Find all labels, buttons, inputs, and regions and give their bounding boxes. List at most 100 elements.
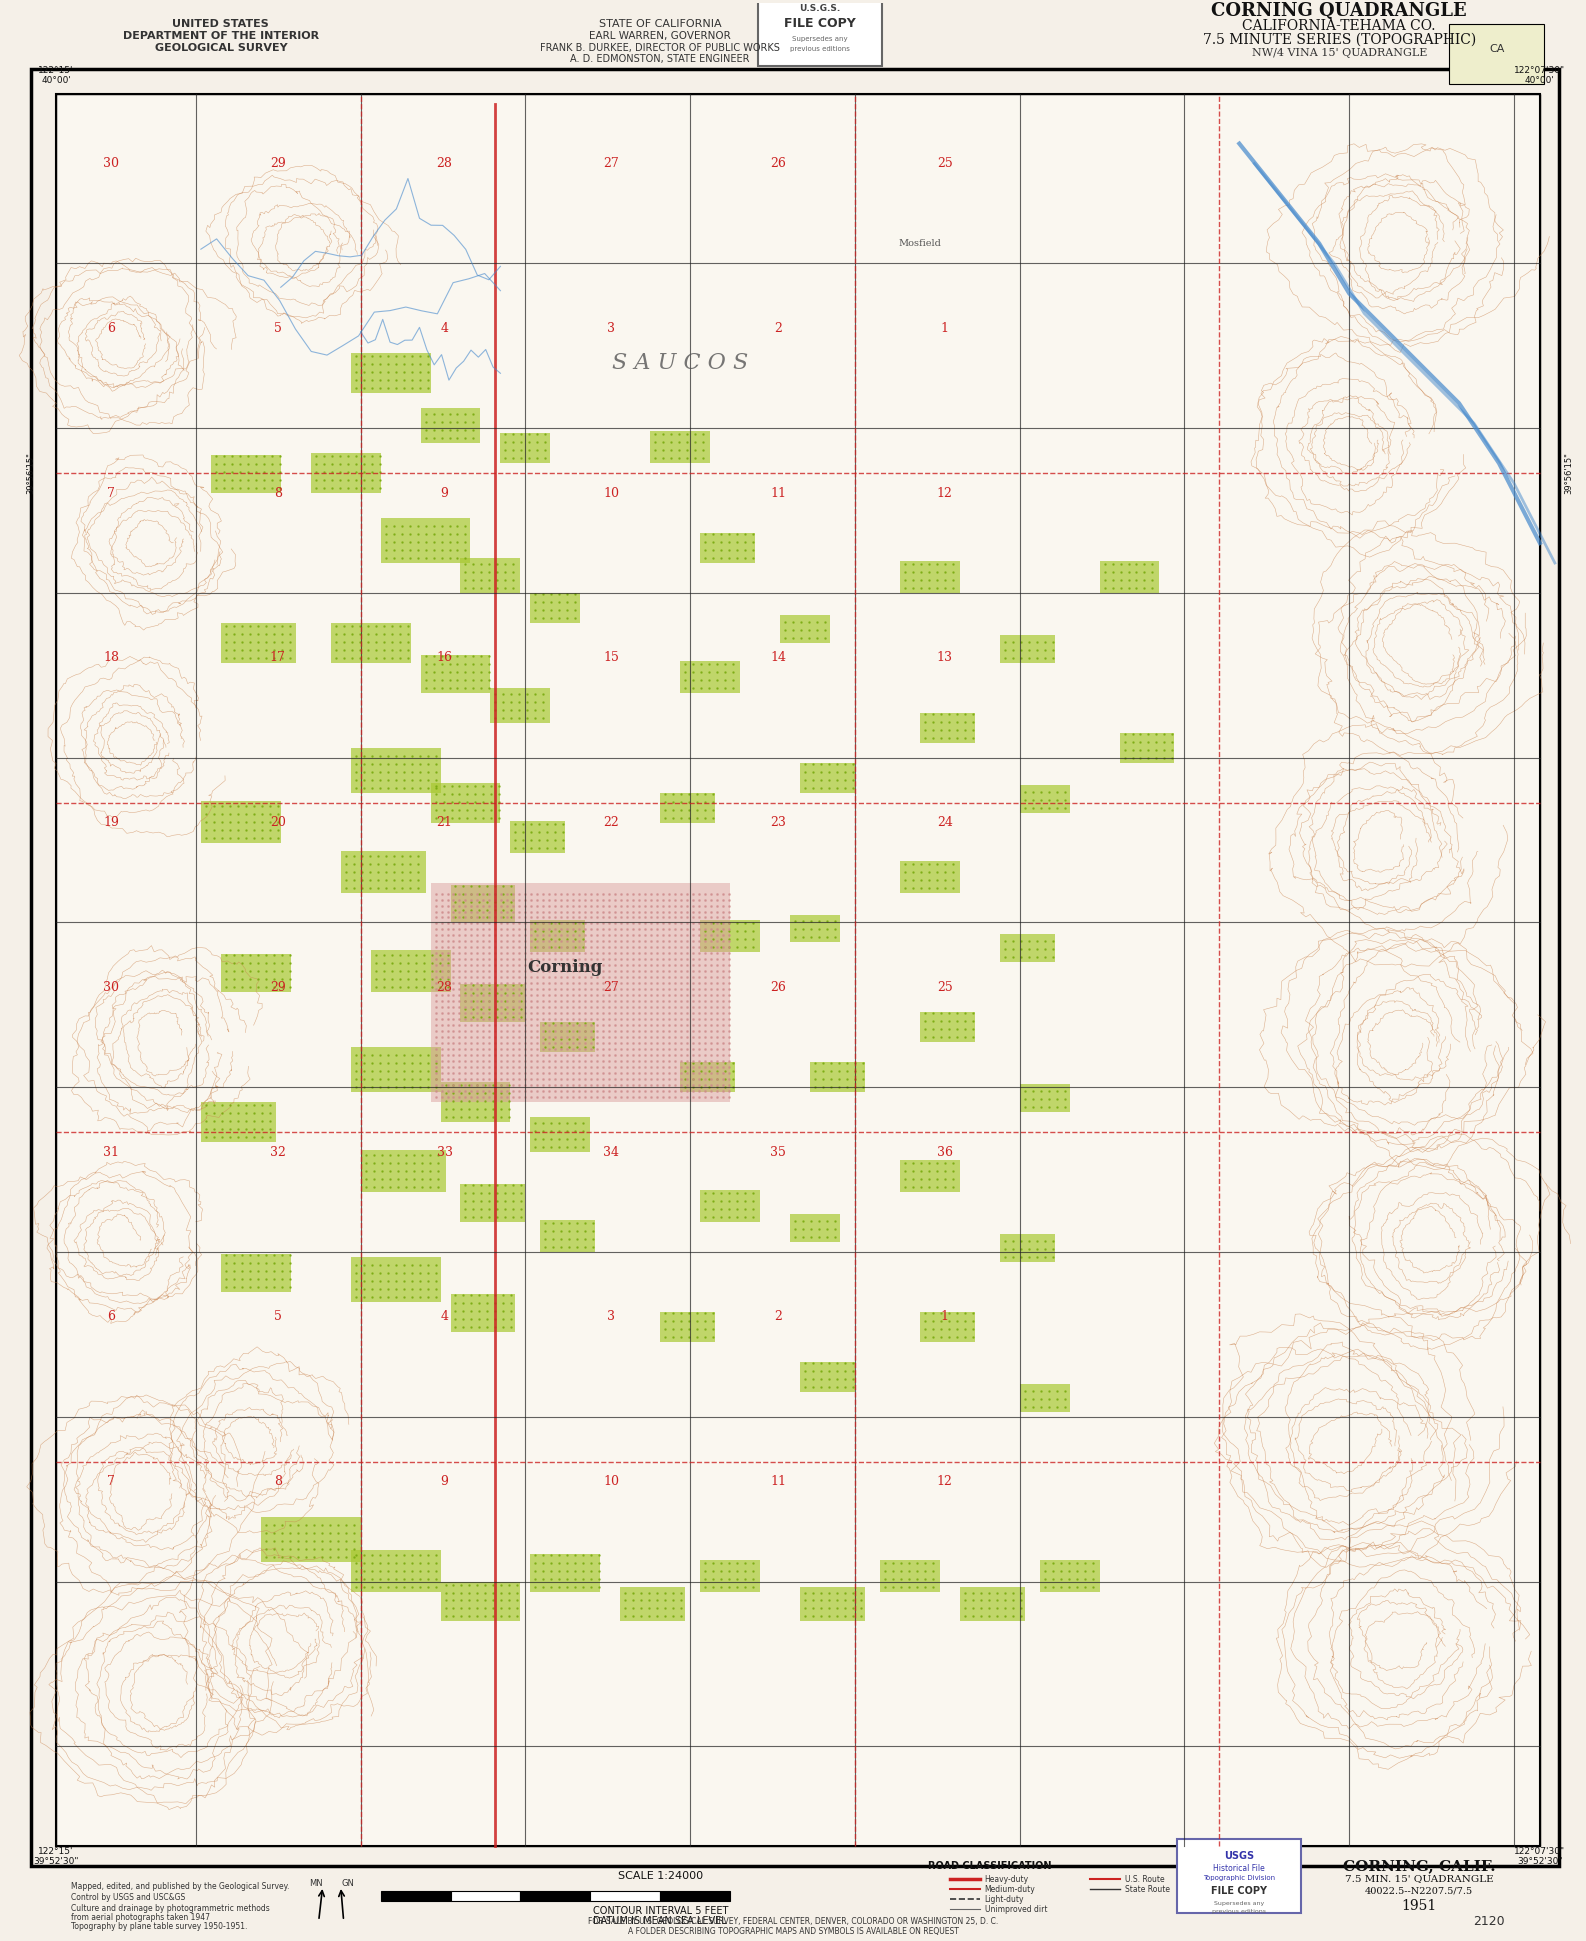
Bar	[799, 1586, 864, 1621]
Text: 21: 21	[436, 815, 452, 829]
Text: 17: 17	[270, 652, 285, 664]
Bar	[699, 1559, 760, 1592]
Bar	[999, 1234, 1055, 1262]
Text: 6: 6	[106, 322, 116, 336]
Text: 8: 8	[274, 487, 282, 499]
Text: previous editions: previous editions	[1212, 1908, 1266, 1914]
Bar	[341, 850, 425, 893]
Text: MN: MN	[309, 1879, 322, 1887]
Text: Topography by plane table survey 1950-1951.: Topography by plane table survey 1950-19…	[71, 1922, 247, 1931]
Text: 9: 9	[441, 1475, 449, 1489]
Bar	[1020, 784, 1069, 813]
Text: DEPARTMENT OF THE INTERIOR: DEPARTMENT OF THE INTERIOR	[122, 31, 319, 41]
Bar	[790, 1213, 841, 1242]
Text: 19: 19	[103, 815, 119, 829]
Text: 2120: 2120	[1473, 1914, 1505, 1927]
Text: GEOLOGICAL SURVEY: GEOLOGICAL SURVEY	[154, 43, 287, 52]
Bar	[699, 1190, 760, 1223]
Bar	[590, 1891, 660, 1900]
Text: Topographic Division: Topographic Division	[1204, 1875, 1275, 1881]
Text: 16: 16	[436, 652, 452, 664]
Text: 5: 5	[274, 1310, 282, 1324]
FancyBboxPatch shape	[1177, 1840, 1301, 1914]
Text: 14: 14	[771, 652, 787, 664]
Text: U.S. Route: U.S. Route	[1124, 1875, 1164, 1883]
Bar	[530, 920, 585, 953]
Text: 27: 27	[603, 157, 619, 171]
Text: 40022.5--N2207.5/7.5: 40022.5--N2207.5/7.5	[1366, 1887, 1473, 1896]
Text: 39°56'15": 39°56'15"	[1564, 452, 1573, 495]
Bar	[920, 712, 975, 743]
Bar	[1020, 1085, 1069, 1112]
Text: 30: 30	[103, 980, 119, 994]
Text: 10: 10	[603, 1475, 619, 1489]
Bar	[201, 802, 281, 842]
Text: EARL WARREN, GOVERNOR: EARL WARREN, GOVERNOR	[590, 31, 731, 41]
Text: 2: 2	[774, 1310, 782, 1324]
Text: 7: 7	[108, 1475, 114, 1489]
Text: 122°07'30": 122°07'30"	[1515, 1846, 1565, 1856]
Text: SCALE 1:24000: SCALE 1:24000	[617, 1871, 703, 1881]
Text: FILE COPY: FILE COPY	[783, 17, 856, 31]
Bar	[220, 955, 290, 992]
Bar	[650, 431, 711, 464]
Text: 32: 32	[270, 1145, 285, 1159]
Bar	[460, 557, 520, 592]
Text: 25: 25	[937, 980, 953, 994]
Text: 9: 9	[441, 487, 449, 499]
Text: Light-duty: Light-duty	[985, 1894, 1025, 1904]
Bar	[660, 1312, 715, 1341]
Bar	[680, 660, 741, 693]
Bar	[351, 353, 430, 394]
Bar	[620, 1586, 685, 1621]
Text: 3: 3	[607, 322, 615, 336]
Text: 1: 1	[940, 1310, 948, 1324]
Text: 18: 18	[103, 652, 119, 664]
Text: 25: 25	[937, 157, 953, 171]
Text: 39°52'30": 39°52'30"	[1518, 1858, 1562, 1865]
Bar	[530, 592, 580, 623]
Text: 7.5 MIN. 15' QUADRANGLE: 7.5 MIN. 15' QUADRANGLE	[1345, 1875, 1494, 1883]
Text: 24: 24	[937, 815, 953, 829]
Text: USGS: USGS	[1224, 1852, 1255, 1861]
Bar	[381, 518, 471, 563]
Bar	[220, 623, 295, 664]
Bar	[351, 1048, 441, 1093]
Text: 7: 7	[108, 487, 114, 499]
Bar	[330, 623, 411, 664]
Text: 27: 27	[603, 980, 619, 994]
Text: 39°56'15": 39°56'15"	[27, 452, 35, 495]
Bar	[660, 792, 715, 823]
Text: 4: 4	[441, 322, 449, 336]
Text: CA: CA	[1489, 45, 1505, 54]
Text: CONTOUR INTERVAL 5 FEET: CONTOUR INTERVAL 5 FEET	[593, 1906, 728, 1916]
Text: 23: 23	[771, 815, 787, 829]
Text: 28: 28	[436, 980, 452, 994]
Text: DATUM IS MEAN SEA LEVEL: DATUM IS MEAN SEA LEVEL	[593, 1916, 726, 1925]
Text: previous editions: previous editions	[790, 47, 850, 52]
Text: NW/4 VINA 15' QUADRANGLE: NW/4 VINA 15' QUADRANGLE	[1251, 49, 1427, 58]
Text: A. D. EDMONSTON, STATE ENGINEER: A. D. EDMONSTON, STATE ENGINEER	[571, 54, 750, 64]
Text: 7.5 MINUTE SERIES (TOPOGRAPHIC): 7.5 MINUTE SERIES (TOPOGRAPHIC)	[1202, 33, 1477, 47]
Bar	[780, 615, 829, 642]
Text: 12: 12	[937, 487, 953, 499]
Bar	[460, 1184, 525, 1223]
Text: 11: 11	[771, 487, 787, 499]
Bar	[501, 433, 550, 464]
Text: 4: 4	[441, 1310, 449, 1324]
Text: Mosfield: Mosfield	[898, 239, 940, 248]
Bar	[880, 1559, 940, 1592]
Text: Supersedes any: Supersedes any	[791, 35, 849, 43]
Text: 26: 26	[771, 157, 787, 171]
Bar	[420, 654, 490, 693]
Bar	[1450, 23, 1543, 83]
Text: 10: 10	[603, 487, 619, 499]
Text: 13: 13	[937, 652, 953, 664]
Bar	[351, 1549, 441, 1592]
Bar	[799, 763, 855, 792]
Bar	[899, 860, 960, 893]
Text: 40°00': 40°00'	[1526, 76, 1554, 85]
Bar	[920, 1312, 975, 1341]
Text: State Route: State Route	[1124, 1885, 1169, 1894]
Bar	[541, 1221, 595, 1252]
